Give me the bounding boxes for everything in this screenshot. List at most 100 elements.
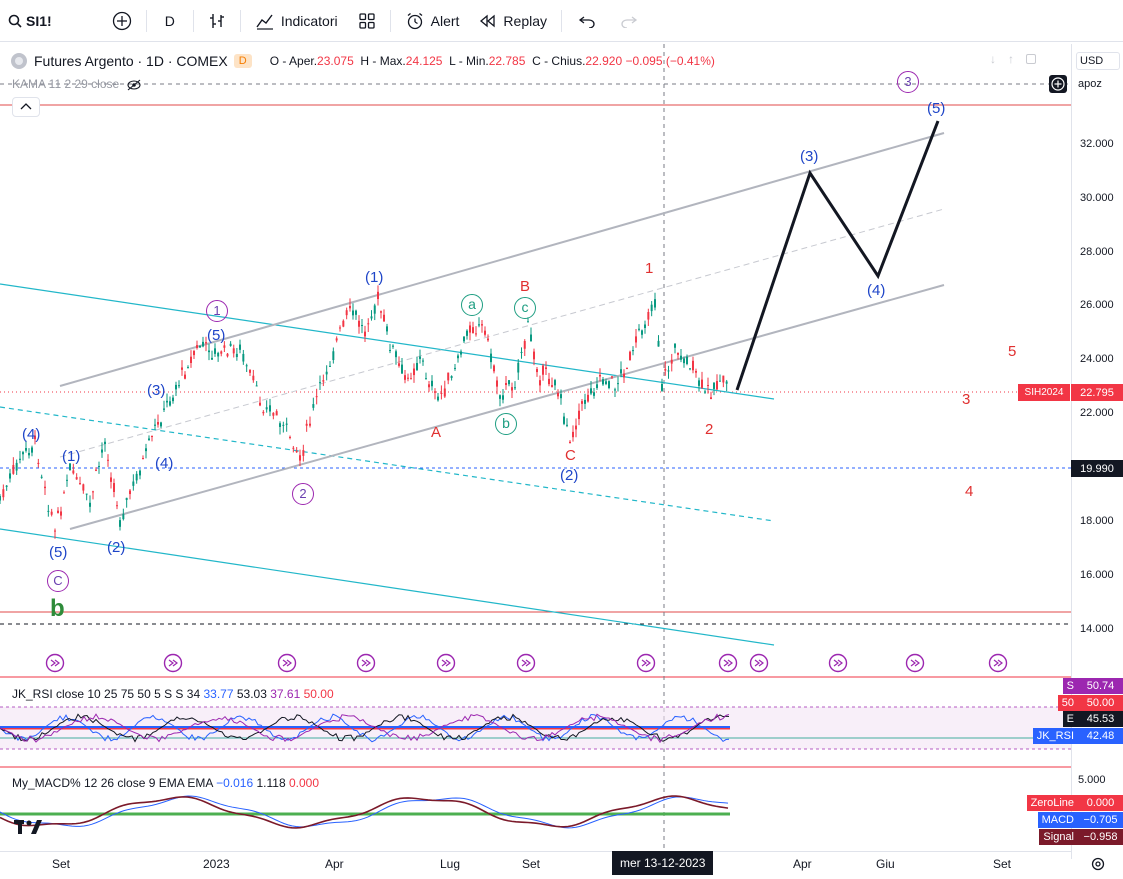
candle-body (551, 385, 553, 387)
candle-body (22, 452, 24, 455)
candle-body (478, 324, 480, 326)
macd-legend[interactable]: My_MACD% 12 26 close 9 EMA EMA −0.016 1.… (12, 776, 319, 790)
candle-body (608, 381, 610, 389)
candle-body (437, 396, 439, 401)
hidden-eye-icon[interactable] (126, 79, 141, 91)
arrow-down-icon[interactable]: ↓ (990, 52, 996, 66)
candle-body (312, 404, 315, 408)
rsi-tag-key: JK_RSI (1032, 728, 1078, 744)
candle-body (0, 496, 1, 501)
candle-body (654, 299, 656, 308)
candle-body (511, 387, 513, 391)
candle-body (686, 356, 688, 364)
candle-body (644, 324, 646, 328)
interval-button[interactable]: D (151, 0, 189, 42)
candle-body (113, 483, 115, 493)
rsi-value: 33.77 (203, 687, 234, 701)
event-marker-arrow (833, 659, 843, 667)
candle-body (496, 380, 498, 387)
chart-type-button[interactable] (198, 0, 236, 42)
gray-channel-mid (59, 208, 945, 458)
candle-body (181, 367, 183, 370)
level-tag: 19.990 (1071, 460, 1123, 477)
rsi-legend[interactable]: JK_RSI close 10 25 75 50 5 S S 34 33.77 … (12, 687, 334, 701)
candle-body (386, 326, 388, 332)
candle-body (5, 485, 8, 487)
wave-label: C (47, 570, 69, 592)
candle-body (454, 367, 456, 369)
teal-channel-lower (0, 528, 775, 646)
event-marker-arrow (50, 659, 60, 667)
candle-body (25, 448, 27, 451)
candle-body (122, 514, 125, 520)
candle-body (517, 362, 520, 373)
candle-body (139, 470, 141, 476)
teal-channel-mid (0, 406, 775, 522)
candle-body (373, 305, 376, 314)
currency-selector[interactable]: USD (1076, 52, 1120, 70)
compare-button[interactable] (62, 0, 142, 42)
symbol-search-button[interactable]: SI1! (0, 0, 62, 42)
wave-label: B (520, 278, 531, 295)
price-chart-canvas[interactable] (0, 44, 1123, 879)
candle-body (60, 511, 62, 516)
candle-body (536, 369, 538, 373)
indicators-button[interactable]: Indicatori (245, 0, 348, 42)
candle-body (285, 423, 288, 425)
maximize-icon[interactable] (1026, 54, 1036, 64)
settings-gear-icon[interactable] (1090, 856, 1106, 877)
candle-body (499, 395, 501, 399)
replay-button[interactable]: Replay (469, 0, 557, 42)
wave-label: C (565, 447, 576, 464)
candle-body (440, 392, 443, 394)
price-tick-label: 24.000 (1080, 353, 1114, 365)
candle-body (698, 380, 700, 386)
crosshair-date-label: mer 13-12-2023 (612, 851, 714, 875)
time-axis[interactable] (0, 851, 1071, 879)
event-marker-arrow (521, 659, 531, 667)
candle-body (683, 358, 685, 364)
candle-body (135, 473, 138, 481)
candle-body (325, 371, 328, 375)
wave-label: (4) (22, 426, 41, 443)
candle-body (205, 342, 207, 344)
add-level-button[interactable] (1049, 75, 1067, 93)
undo-button[interactable] (566, 0, 608, 42)
macd-value: 0.000 (288, 776, 319, 790)
candle-body (151, 435, 153, 438)
candle-body (725, 381, 728, 384)
arrow-up-icon[interactable]: ↑ (1008, 52, 1014, 66)
candle-body (450, 376, 453, 379)
rewind-icon (480, 14, 496, 27)
kama-indicator-label[interactable]: KAMA 11 2 29 close (12, 77, 141, 91)
candle-body (620, 369, 622, 374)
delayed-badge[interactable]: D (233, 54, 252, 68)
candle-body (614, 389, 616, 391)
candle-body (15, 462, 18, 471)
wave-label: (1) (365, 269, 384, 286)
candle-body (527, 321, 529, 323)
candle-body (560, 394, 562, 399)
candle-body (710, 397, 712, 400)
tradingview-logo[interactable] (14, 818, 44, 841)
candle-body (611, 376, 613, 378)
collapse-legend-button[interactable] (12, 97, 40, 117)
add-circle-icon (112, 11, 131, 30)
layouts-button[interactable] (348, 0, 386, 42)
candle-body (315, 396, 318, 398)
chart-area[interactable] (0, 44, 1123, 879)
plus-circle-icon (1051, 77, 1065, 91)
macd-tag-key: MACD (1037, 812, 1078, 828)
scale-mode-label[interactable]: apoz (1078, 78, 1102, 90)
macd-label: My_MACD% 12 26 close 9 EMA EMA (12, 776, 213, 790)
candle-body (193, 351, 195, 356)
candle-body (208, 350, 210, 353)
event-markers[interactable] (45, 653, 1008, 673)
candle-body (680, 355, 682, 360)
alert-button[interactable]: Alert (395, 0, 470, 42)
candle-body (395, 351, 397, 358)
price-axis[interactable]: USD apoz (1071, 44, 1123, 859)
candle-body (101, 449, 103, 453)
redo-button[interactable] (608, 0, 650, 42)
candle-body (85, 493, 88, 495)
